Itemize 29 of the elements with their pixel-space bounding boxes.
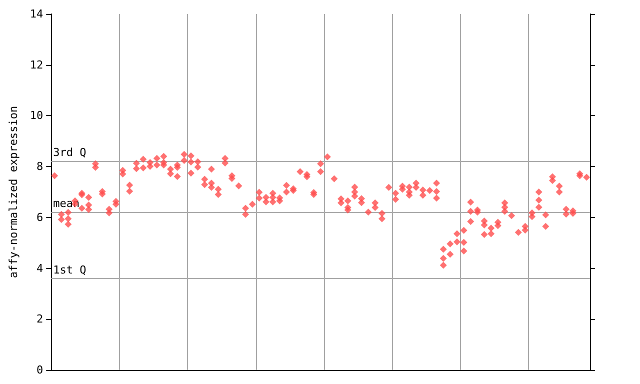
y-tick-label: 6 <box>36 210 44 224</box>
point <box>351 192 358 200</box>
point <box>160 162 168 169</box>
y-tick-label: 4 <box>36 262 44 275</box>
point <box>187 170 194 177</box>
y-tick-label: 8 <box>36 160 44 174</box>
point <box>433 194 440 202</box>
point <box>174 172 181 180</box>
point <box>64 220 72 228</box>
point <box>344 206 352 214</box>
y-axis-title: affy-normalized expression <box>7 106 20 278</box>
point <box>460 247 468 254</box>
ref-line-label: 1st Q <box>53 263 86 276</box>
point <box>85 206 92 214</box>
ref-line-label: 3rd Q <box>53 146 86 159</box>
point <box>467 218 474 225</box>
point <box>208 184 215 191</box>
point <box>501 208 508 215</box>
y-tick-label: 2 <box>36 312 44 326</box>
point <box>78 204 86 212</box>
y-tick-label: 0 <box>36 364 44 376</box>
point <box>480 230 488 238</box>
point <box>269 198 276 206</box>
point <box>440 262 447 269</box>
y-tick-label: 14 <box>30 8 44 20</box>
point <box>535 204 542 211</box>
y-tick-label: 12 <box>30 58 44 72</box>
y-tick-label: 10 <box>30 109 44 122</box>
point <box>406 192 413 199</box>
